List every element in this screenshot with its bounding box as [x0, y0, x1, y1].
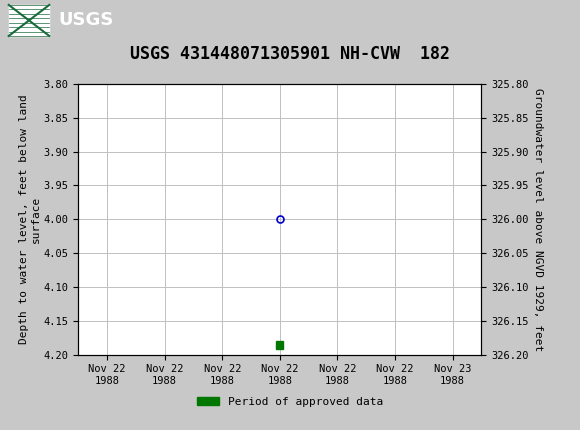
- Y-axis label: Groundwater level above NGVD 1929, feet: Groundwater level above NGVD 1929, feet: [533, 88, 543, 351]
- Legend: Period of approved data: Period of approved data: [193, 393, 387, 412]
- FancyBboxPatch shape: [9, 5, 49, 36]
- Text: USGS: USGS: [58, 12, 113, 29]
- Text: USGS 431448071305901 NH-CVW  182: USGS 431448071305901 NH-CVW 182: [130, 45, 450, 63]
- Y-axis label: Depth to water level, feet below land
surface: Depth to water level, feet below land su…: [19, 95, 41, 344]
- Bar: [277, 341, 283, 349]
